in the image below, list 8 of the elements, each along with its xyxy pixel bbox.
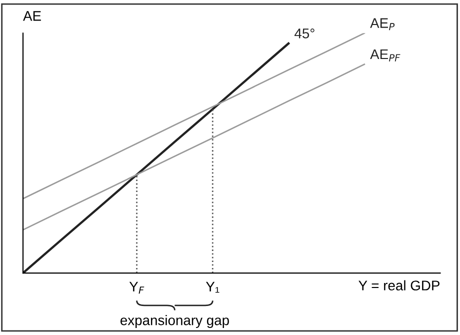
y-axis-title: AE: [23, 11, 41, 21]
x-tick-label: Y₁: [206, 282, 220, 293]
series-label: 45°: [294, 28, 314, 38]
x-axis-title: Y = real GDP: [358, 280, 440, 290]
series-label: AE$_{P}$: [370, 18, 395, 30]
x-tick-label: Y$_{F}$: [129, 282, 144, 294]
series-label: AE$_{PF}$: [370, 49, 400, 62]
text: expansionary gap: [120, 315, 229, 328]
